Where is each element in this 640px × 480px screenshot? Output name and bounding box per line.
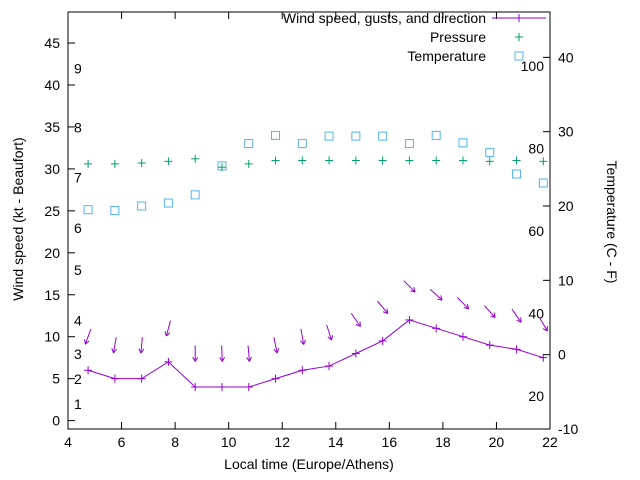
left-tick-label: 10 — [44, 329, 60, 345]
beaufort-label: 5 — [74, 262, 82, 278]
beaufort-label: 2 — [74, 371, 82, 387]
x-tick-label: 14 — [328, 434, 344, 450]
x-tick-label: 22 — [542, 434, 558, 450]
legend: Wind speed, gusts, and direction Pressure… — [283, 10, 546, 64]
right-tick-label: 30 — [558, 124, 574, 140]
left-tick-label: 5 — [52, 371, 60, 387]
beaufort-scale-labels: 1 2 3 4 5 6 7 8 9 — [74, 61, 82, 413]
wind-speed-series — [84, 315, 548, 392]
left-y-axis: 0 5 10 15 20 25 30 35 40 45 — [44, 35, 75, 429]
left-tick-label: 40 — [44, 77, 60, 93]
left-tick-label: 15 — [44, 287, 60, 303]
x-tick-label: 10 — [221, 434, 237, 450]
left-tick-label: 0 — [52, 413, 60, 429]
x-tick-label: 6 — [118, 434, 126, 450]
wind-direction-arrows — [83, 280, 548, 362]
beaufort-label: 3 — [74, 346, 82, 362]
fahrenheit-label: 60 — [528, 223, 544, 239]
left-tick-label: 30 — [44, 161, 60, 177]
right-tick-label: 20 — [558, 198, 574, 214]
fahrenheit-label: 40 — [528, 306, 544, 322]
legend-label: Wind speed, gusts, and direction — [283, 10, 486, 26]
right-tick-label: 10 — [558, 272, 574, 288]
left-tick-label: 45 — [44, 35, 60, 51]
left-axis-title: Wind speed (kt - Beaufort) — [10, 137, 26, 301]
x-tick-label: 4 — [64, 434, 72, 450]
legend-label: Temperature — [407, 48, 486, 64]
x-tick-label: 18 — [435, 434, 451, 450]
x-tick-label: 12 — [274, 434, 290, 450]
plot-border — [67, 11, 551, 430]
beaufort-label: 1 — [74, 396, 82, 412]
right-y-axis: -10 0 10 20 30 40 — [543, 49, 578, 437]
fahrenheit-scale-labels: 20 40 60 80 100 — [521, 58, 545, 404]
left-tick-label: 25 — [44, 203, 60, 219]
legend-label: Pressure — [430, 29, 486, 45]
pressure-series — [84, 154, 548, 172]
beaufort-label: 7 — [74, 170, 82, 186]
beaufort-label: 8 — [74, 119, 82, 135]
fahrenheit-label: 80 — [528, 140, 544, 156]
x-tick-label: 16 — [382, 434, 398, 450]
fahrenheit-label: 100 — [521, 58, 545, 74]
right-tick-label: 40 — [558, 49, 574, 65]
right-tick-label: 0 — [558, 347, 566, 363]
temperature-series — [83, 130, 548, 215]
right-axis-title: Temperature (C - F) — [604, 160, 620, 284]
x-tick-label: 20 — [489, 434, 505, 450]
fahrenheit-label: 20 — [528, 388, 544, 404]
beaufort-label: 4 — [74, 312, 82, 328]
right-tick-label: -10 — [558, 421, 578, 437]
x-axis-title: Local time (Europe/Athens) — [224, 456, 394, 472]
left-tick-label: 20 — [44, 245, 60, 261]
x-tick-label: 8 — [171, 434, 179, 450]
beaufort-label: 9 — [74, 61, 82, 77]
x-axis: 4 6 8 10 12 14 16 18 20 22 — [64, 12, 558, 450]
beaufort-label: 6 — [74, 220, 82, 236]
left-tick-label: 35 — [44, 119, 60, 135]
